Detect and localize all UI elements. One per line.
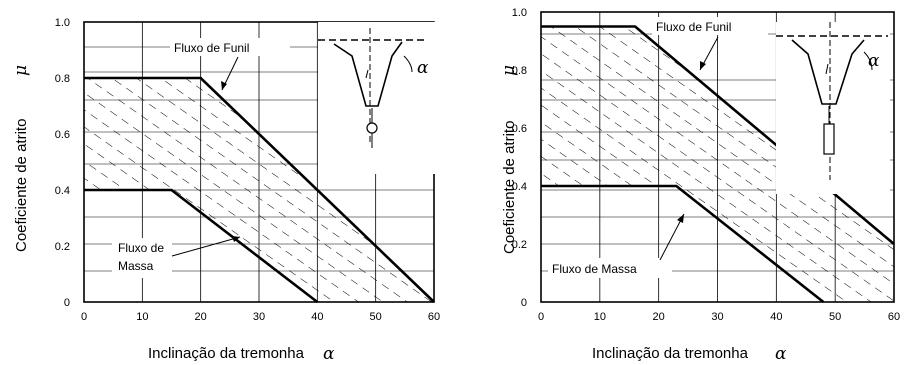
y-tick-label: 0.6 bbox=[512, 123, 527, 135]
x-tick-label: 40 bbox=[311, 311, 323, 323]
y-tick-label: 1.0 bbox=[55, 17, 70, 29]
x-tick-labels: 0 10 20 30 40 50 60 bbox=[538, 311, 900, 323]
x-axis-title: Inclinação da tremonha bbox=[148, 345, 305, 362]
y-tick-label: 0 bbox=[521, 297, 527, 309]
mass-flow-label-line1: Fluxo de bbox=[118, 241, 164, 255]
x-tick-label: 60 bbox=[888, 311, 900, 323]
x-tick-label: 30 bbox=[253, 311, 265, 323]
x-axis-symbol: α bbox=[775, 344, 787, 364]
chart-left: 0 10 20 30 40 50 60 0 0.2 0.4 0.6 0.8 1.0 Fluxo de … bbox=[11, 17, 440, 364]
chart-right: 0 10 20 30 40 50 60 0 0.2 0.4 0.6 0.8 1.0 Fluxo de … bbox=[499, 7, 900, 364]
y-tick-label: 0.8 bbox=[55, 73, 70, 85]
x-tick-label: 50 bbox=[829, 311, 841, 323]
mass-label-background bbox=[548, 258, 672, 278]
x-axis-title: Inclinação da tremonha bbox=[592, 345, 749, 362]
plot-frame bbox=[540, 11, 895, 303]
x-tick-label: 0 bbox=[81, 311, 87, 323]
mass-label-arrow bbox=[659, 213, 685, 261]
inset-alpha-symbol: α bbox=[417, 58, 429, 78]
mass-flow-boundary-line bbox=[84, 188, 319, 304]
y-tick-label: 0.6 bbox=[55, 129, 70, 141]
x-tick-label: 30 bbox=[711, 311, 723, 323]
y-tick-labels: 0 0.2 0.4 0.6 0.8 1.0 bbox=[512, 7, 527, 309]
x-tick-labels: 0 10 20 30 40 50 60 bbox=[81, 311, 440, 323]
mass-label-arrowhead bbox=[232, 236, 240, 242]
y-tick-label: 0.4 bbox=[55, 185, 70, 197]
x-tick-label: 10 bbox=[136, 311, 148, 323]
outlet-slot bbox=[823, 123, 835, 155]
y-tick-label: 0.2 bbox=[55, 241, 70, 253]
x-tick-label: 60 bbox=[428, 311, 440, 323]
funnel-label-background bbox=[170, 38, 290, 56]
funnel-flow-label: Fluxo de Funil bbox=[174, 41, 249, 55]
inset-alpha-symbol: α bbox=[868, 51, 880, 71]
y-axis-title: Coeficiente de atrito bbox=[13, 119, 30, 252]
outlet-circle bbox=[366, 122, 378, 134]
y-axis-symbol: μ bbox=[11, 65, 31, 76]
mass-flow-label-line2: Massa bbox=[118, 259, 154, 273]
x-tick-label: 20 bbox=[653, 311, 665, 323]
hopper-inset-diagram: α bbox=[776, 22, 890, 194]
y-tick-label: 0.2 bbox=[512, 239, 527, 251]
funnel-label-arrowhead bbox=[700, 61, 706, 70]
y-tick-labels: 0 0.2 0.4 0.6 0.8 1.0 bbox=[55, 17, 70, 309]
funnel-flow-label: Fluxo de Funil bbox=[656, 20, 731, 34]
x-tick-label: 0 bbox=[538, 311, 544, 323]
x-tick-label: 50 bbox=[370, 311, 382, 323]
x-tick-label: 10 bbox=[594, 311, 606, 323]
x-tick-label: 20 bbox=[195, 311, 207, 323]
mass-flow-boundary-line bbox=[541, 184, 825, 304]
funnel-flow-boundary-line bbox=[84, 76, 435, 303]
y-axis-title: Coeficiente de atrito bbox=[501, 121, 518, 254]
y-tick-label: 1.0 bbox=[512, 7, 527, 19]
hopper-inset-diagram: α bbox=[318, 22, 436, 174]
y-tick-label: 0.8 bbox=[512, 65, 527, 77]
funnel-label-background bbox=[652, 17, 768, 35]
mass-label-arrow bbox=[171, 236, 241, 257]
y-tick-label: 0.4 bbox=[512, 181, 527, 193]
funnel-mass-hatched-region bbox=[84, 78, 434, 302]
y-tick-label: 0 bbox=[64, 297, 70, 309]
mass-label-arrowhead bbox=[677, 214, 684, 223]
funnel-mass-hatched-region bbox=[541, 26, 894, 302]
mass-flow-label: Fluxo de Massa bbox=[552, 262, 637, 276]
y-axis-symbol: μ bbox=[499, 65, 519, 76]
funnel-label-arrowhead bbox=[221, 81, 227, 90]
x-axis-symbol: α bbox=[323, 344, 335, 364]
x-tick-label: 40 bbox=[770, 311, 782, 323]
mass-label-background bbox=[112, 238, 172, 278]
